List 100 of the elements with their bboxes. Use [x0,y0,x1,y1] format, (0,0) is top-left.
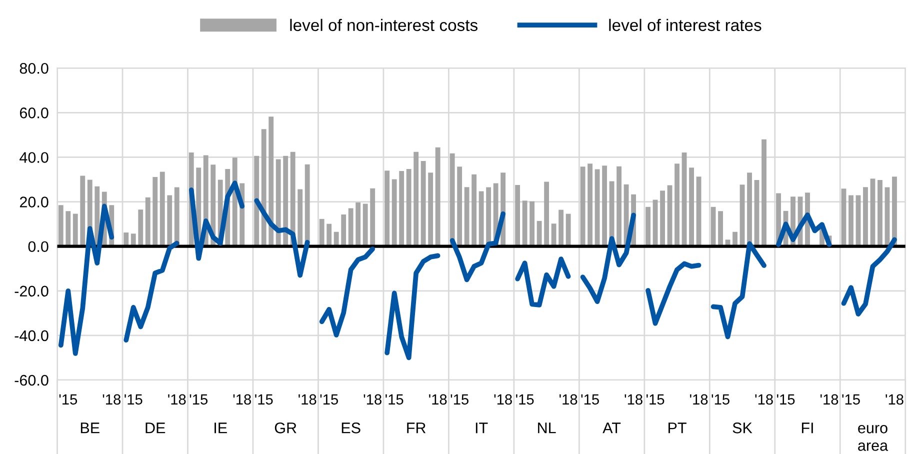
bar [138,210,144,246]
y-tick-label: -20.0 [14,286,48,297]
y-tick-label: -60.0 [14,374,48,386]
y-tick-label: 80.0 [20,62,48,74]
bar [551,224,556,246]
bar [276,159,281,246]
x-tick-label: '18 [429,394,447,405]
bar [58,205,64,246]
bar [283,156,288,246]
bar [298,189,303,246]
x-tick-label: '15 [450,394,468,405]
bar [399,171,404,246]
bar [515,185,520,246]
bar [878,180,882,246]
x-tick-label: '15 [777,394,795,405]
bar [530,201,535,246]
bar [384,170,390,246]
x-tick-label: '18 [560,394,578,405]
bar [66,211,71,246]
x-tick-label: '15 [255,394,273,405]
bar [428,172,434,246]
bar [370,188,376,246]
bar [72,214,78,246]
x-tick-label: '15 [712,394,730,405]
x-tick-label: '18 [494,394,512,405]
y-tick-label: 40.0 [20,152,48,163]
bar [602,166,608,246]
bar [261,129,266,246]
bar [870,178,876,246]
bar [406,169,412,246]
bar [718,211,723,246]
x-tick-label: '15 [842,394,860,405]
bar [616,166,622,246]
bar [696,176,702,246]
bar [326,224,332,246]
x-tick-label: '18 [102,394,120,405]
bar [414,152,419,246]
bar [674,164,680,246]
text: SK [732,422,752,434]
legend-label: level of interest rates [609,18,762,32]
bar [152,177,158,246]
bar [689,168,694,246]
bar [160,172,165,246]
bar [167,195,172,246]
y-tick-label: 60.0 [20,108,48,118]
bar [268,116,274,246]
text: IE [214,422,227,434]
bar [536,220,542,246]
x-tick-label: '15 [190,394,208,405]
bar [472,174,477,246]
legend-label: level of non-interest costs [290,18,478,32]
x-tick-label: '15 [516,394,534,405]
bar [863,187,868,246]
text: NL [538,422,556,434]
bar [762,139,766,246]
text: euro area [858,424,888,451]
text: GR [274,422,296,434]
x-tick-label: '18 [690,394,708,405]
y-tick-label: -40.0 [14,330,48,342]
bar [682,152,687,246]
y-tick-label: 20.0 [20,196,48,208]
bar [457,166,462,246]
bar [341,214,346,246]
x-tick-label: '15 [320,394,338,405]
x-tick-label: '15 [59,394,78,405]
bar [348,208,354,246]
x-tick-label: '18 [755,394,773,405]
text: FR [407,422,426,434]
bar [450,153,455,246]
x-tick-label: '18 [886,394,904,405]
text: DE [146,422,166,434]
bar [435,147,440,246]
bar [420,161,426,246]
x-tick-label: '15 [581,394,599,405]
x-tick-label: '15 [646,394,664,405]
bar [254,156,260,246]
bar [304,164,310,246]
bar [174,187,180,246]
bar [356,202,361,246]
x-tick-label: '15 [386,394,404,405]
bar [848,195,854,246]
bar [660,190,665,246]
bar [594,169,600,246]
bar [646,206,650,246]
bar [522,200,528,246]
bar [580,166,586,246]
bar [566,214,571,246]
bar [464,187,470,246]
text: FI [802,422,813,434]
x-tick-label: '18 [624,394,642,405]
x-tick-label: '18 [168,394,186,405]
x-tick-label: '15 [124,394,142,405]
text: AT [602,422,621,434]
x-tick-label: '18 [298,394,316,405]
text: PT [668,422,686,434]
bar [319,218,324,246]
y-tick-label: 0.0 [28,241,48,252]
bar [478,191,484,246]
text: IT [476,422,488,434]
text: ES [342,422,360,434]
